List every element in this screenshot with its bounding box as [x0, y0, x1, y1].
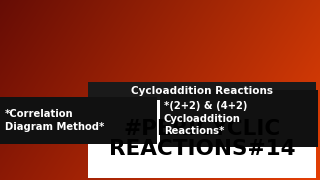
Text: *(2+2) & (4+2)
Cycloaddition
Reactions*: *(2+2) & (4+2) Cycloaddition Reactions* — [164, 101, 247, 136]
Bar — [88, 82, 316, 100]
Text: *Correlation
Diagram Method*: *Correlation Diagram Method* — [5, 109, 104, 132]
Text: #PERICYCLIC
REACTIONS#14: #PERICYCLIC REACTIONS#14 — [109, 119, 295, 159]
Bar — [160, 90, 318, 147]
Text: Cycloaddition Reactions: Cycloaddition Reactions — [131, 86, 273, 96]
Bar — [0, 97, 157, 144]
Bar — [88, 100, 316, 178]
